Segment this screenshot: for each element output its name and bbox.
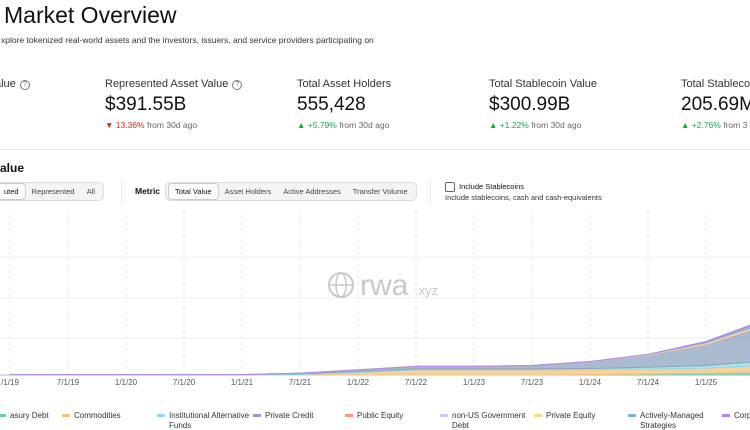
x-tick-label: 1/1/20 bbox=[115, 378, 138, 387]
stat-label: Total Asset Holders bbox=[297, 78, 392, 90]
x-tick-label: 7/1/19 bbox=[57, 378, 80, 387]
section-title: alue bbox=[0, 161, 25, 175]
legend-swatch bbox=[345, 414, 353, 417]
stat-change-row: ▲ +1.22% from 30d ago bbox=[489, 120, 581, 130]
area bbox=[10, 324, 750, 376]
plot-area bbox=[9, 324, 750, 376]
legend-swatch bbox=[62, 414, 70, 417]
watermark-suffix: .xyz bbox=[415, 283, 438, 298]
info-icon: ? bbox=[19, 80, 30, 90]
legend-label-line: Strategies bbox=[640, 421, 676, 430]
legend: asury Debt Commodities Institutional Alter… bbox=[0, 411, 750, 430]
stat-change: ▲ +2.76% bbox=[681, 120, 721, 130]
stablecoin-label[interactable]: Include Stablecoins bbox=[459, 182, 525, 191]
stat-label: Total Stablecoin Value bbox=[489, 78, 598, 90]
stat-change-period: from 3 bbox=[723, 120, 748, 130]
view-option[interactable]: Represented bbox=[31, 187, 75, 196]
stat-change-period: from 30d ago bbox=[531, 120, 582, 130]
legend-swatch bbox=[440, 414, 448, 417]
separator bbox=[430, 180, 431, 204]
legend-swatch bbox=[722, 414, 730, 417]
x-tick-label: 7/1/21 bbox=[289, 378, 312, 387]
stat-change-row: ▲ +2.76% from 3 bbox=[681, 120, 747, 130]
legend-swatch bbox=[534, 414, 542, 417]
view-toggle[interactable]: uted Represented All bbox=[0, 182, 104, 201]
stat-value: 555,428 bbox=[297, 94, 366, 115]
legend-swatch bbox=[253, 414, 261, 417]
x-tick-label: 7/1/22 bbox=[405, 378, 428, 387]
x-tick-label: 1/1/23 bbox=[463, 378, 486, 387]
legend-label: Commodities bbox=[74, 411, 121, 420]
legend-swatch bbox=[157, 414, 165, 417]
watermark-logo bbox=[328, 272, 354, 298]
stat-change-row: ▼ 13.36% from 30d ago bbox=[105, 120, 197, 130]
stat-change: ▲ +1.22% bbox=[489, 120, 529, 130]
legend-label: Corp bbox=[734, 411, 750, 420]
legend-swatch bbox=[0, 414, 6, 417]
legend-label: Private Credit bbox=[265, 411, 314, 420]
page-title: Market Overview bbox=[4, 2, 177, 28]
stat-change: ▲ +5.79% bbox=[297, 120, 337, 130]
metric-toggle[interactable]: Total Value Asset Holders Active Addresses… bbox=[165, 182, 417, 201]
x-tick-label: 1/1/24 bbox=[579, 378, 602, 387]
legend-label: Private Equity bbox=[546, 411, 595, 420]
view-option[interactable]: All bbox=[86, 187, 95, 196]
stat-change-period: from 30d ago bbox=[146, 120, 198, 130]
stablecoin-note: Include stablecoins, cash and cash-equiv… bbox=[445, 193, 602, 202]
stat-value: 205.69M bbox=[681, 94, 750, 115]
page-subtitle: xplore tokenized real-world assets and t… bbox=[1, 35, 374, 45]
legend-label: Institutional Alternative Funds bbox=[169, 411, 250, 430]
metric-label: Metric bbox=[135, 186, 161, 196]
stat-change-period: from 30d ago bbox=[339, 120, 390, 130]
x-tick-label: 7/1/23 bbox=[521, 378, 544, 387]
x-tick-label: 1/1/22 bbox=[347, 378, 370, 387]
watermark: rwa bbox=[360, 269, 409, 302]
stat-label: alue? bbox=[0, 78, 30, 90]
stat-value: $391.55B bbox=[105, 94, 187, 115]
stat-label: Total Stablecoin bbox=[681, 78, 750, 90]
x-tick-label: 1/1/25 bbox=[695, 378, 718, 387]
legend-swatch bbox=[628, 414, 636, 417]
legend-label-line: Actively-Managed bbox=[640, 411, 704, 420]
metric-option[interactable]: Transfer Volume bbox=[352, 187, 408, 196]
x-tick-label: 7/1/20 bbox=[173, 378, 196, 387]
stat-value: $300.99B bbox=[489, 94, 571, 115]
legend-label-line: non-US Government bbox=[452, 411, 526, 420]
stat-label: Represented Asset Value? bbox=[105, 78, 243, 90]
legend-label: Public Equity bbox=[357, 411, 403, 420]
legend-label: non-US Government Debt bbox=[452, 411, 526, 430]
x-tick-label: 1/1/21 bbox=[231, 378, 254, 387]
separator bbox=[121, 180, 122, 204]
divider bbox=[0, 149, 750, 150]
stat-change: ▼ 13.36% bbox=[105, 120, 145, 130]
stablecoin-checkbox[interactable] bbox=[445, 182, 455, 192]
chart: /1/19 7/1/19 1/1/20 7/1/20 1/1/21 7/1/21 1/1/2… bbox=[0, 210, 750, 430]
metric-option[interactable]: Asset Holders bbox=[224, 187, 272, 196]
stat-change-row: ▲ +5.79% from 30d ago bbox=[297, 120, 389, 130]
x-tick-label: /1/19 bbox=[1, 378, 19, 387]
metric-option[interactable]: Active Addresses bbox=[283, 187, 341, 196]
legend-label-line: Funds bbox=[169, 421, 191, 430]
info-icon: ? bbox=[232, 80, 243, 90]
area bbox=[10, 330, 750, 376]
x-tick-label: 7/1/24 bbox=[637, 378, 660, 387]
view-option[interactable]: uted bbox=[0, 183, 26, 200]
metric-option[interactable]: Total Value bbox=[168, 183, 219, 200]
legend-label-line: Institutional Alternative bbox=[169, 411, 250, 420]
legend-label-line: Debt bbox=[452, 421, 470, 430]
legend-label: asury Debt bbox=[10, 411, 49, 420]
legend-label: Actively-Managed Strategies bbox=[640, 411, 704, 430]
